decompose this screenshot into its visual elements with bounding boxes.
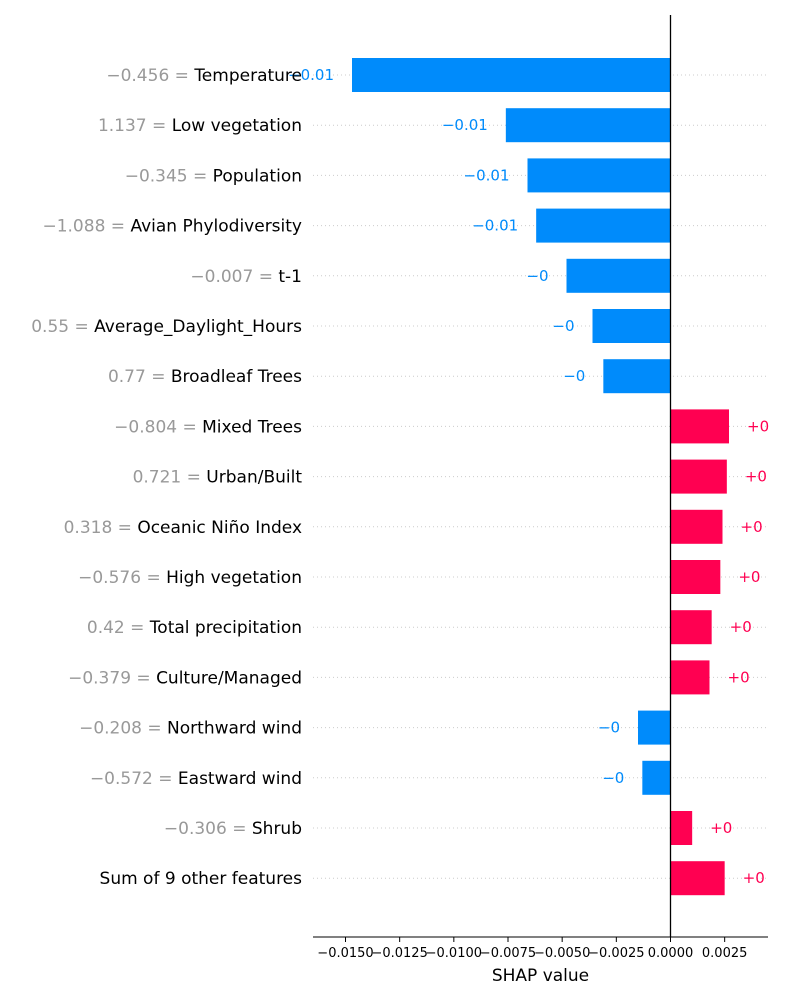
feature-value: −1.088 =: [42, 217, 130, 237]
feature-name: Eastward wind: [178, 769, 302, 789]
feature-value: −0.572 =: [90, 769, 178, 789]
feature-value: 0.77 =: [108, 367, 171, 387]
feature-label: −0.208 = Northward wind: [79, 719, 302, 739]
bar-value-label: +0: [743, 869, 765, 887]
bar-value-label: +0: [741, 518, 763, 536]
feature-value: 0.721 =: [133, 468, 207, 488]
feature-name: High vegetation: [166, 568, 302, 588]
bar-value-label: +0: [730, 618, 752, 636]
x-tick-label: −0.0150: [317, 946, 373, 961]
feature-name: Sum of 9 other features: [100, 869, 303, 889]
feature-label: −0.576 = High vegetation: [78, 568, 302, 588]
bars: [352, 58, 729, 896]
bar-value-label: −0.01: [472, 217, 518, 235]
bar-value-label: +0: [710, 819, 732, 837]
shap-bar: [352, 58, 671, 92]
feature-name: Mixed Trees: [202, 417, 302, 437]
feature-name: Average_Daylight_Hours: [94, 317, 302, 337]
feature-label: 0.77 = Broadleaf Trees: [108, 367, 302, 387]
bar-value-label: −0.01: [288, 66, 334, 84]
shap-bar: [592, 309, 671, 343]
feature-name: Oceanic Niño Index: [137, 518, 302, 538]
feature-label: −0.456 = Temperature: [106, 66, 302, 86]
feature-name: t-1: [278, 267, 302, 287]
shap-bar: [670, 660, 710, 695]
feature-value: 0.55 =: [31, 317, 94, 337]
feature-label: −0.007 = t-1: [190, 267, 302, 287]
x-tick-label: −0.0125: [371, 946, 427, 961]
feature-value: −0.306 =: [164, 819, 252, 839]
shap-bar: [670, 861, 725, 896]
bar-value-label: −0: [598, 719, 620, 737]
feature-value: 0.42 =: [87, 618, 150, 638]
feature-name: Temperature: [193, 66, 302, 86]
x-tick-label: −0.0100: [426, 946, 482, 961]
feature-label: −0.306 = Shrub: [164, 819, 302, 839]
feature-label: 0.721 = Urban/Built: [133, 468, 303, 488]
x-tick-label: 0.0025: [702, 946, 748, 961]
shap-bar: [670, 509, 723, 544]
x-axis-label: SHAP value: [492, 966, 589, 986]
feature-label: −0.345 = Population: [125, 166, 302, 186]
feature-label: −0.379 = Culture/Managed: [68, 668, 302, 688]
shap-bar: [670, 610, 712, 645]
feature-label: −1.088 = Avian Phylodiversity: [42, 217, 302, 237]
feature-value: −0.208 =: [79, 719, 167, 739]
feature-value: −0.007 =: [190, 267, 278, 287]
bar-value-label: −0: [526, 267, 548, 285]
feature-name: Culture/Managed: [156, 668, 302, 688]
shap-bar: [642, 760, 671, 795]
feature-value: −0.456 =: [106, 66, 194, 86]
bar-value-label: −0.01: [442, 116, 488, 134]
feature-name: Low vegetation: [172, 116, 302, 136]
shap-bar: [670, 409, 729, 444]
shap-bar: [505, 108, 671, 143]
feature-value: −0.379 =: [68, 668, 156, 688]
feature-value: −0.345 =: [125, 166, 213, 186]
feature-value: 1.137 =: [98, 116, 172, 136]
feature-value: −0.576 =: [78, 568, 166, 588]
x-tick-label: −0.0025: [588, 946, 644, 961]
bar-value-label: +0: [745, 468, 767, 486]
feature-name: Total precipitation: [149, 618, 302, 638]
shap-bar: [670, 560, 721, 594]
feature-label: 0.55 = Average_Daylight_Hours: [31, 317, 302, 337]
feature-name: Broadleaf Trees: [171, 367, 302, 387]
bar-value-label: +0: [747, 417, 769, 435]
bar-value-label: −0: [552, 317, 574, 335]
feature-name: Avian Phylodiversity: [130, 217, 302, 237]
feature-label: 0.318 = Oceanic Niño Index: [64, 518, 302, 538]
bar-value-label: −0: [563, 367, 585, 385]
x-axis: −0.0150−0.0125−0.0100−0.0075−0.0050−0.00…: [313, 15, 768, 986]
feature-label: −0.572 = Eastward wind: [90, 769, 302, 789]
shap-bar: [670, 459, 727, 494]
x-tick-label: −0.0050: [534, 946, 590, 961]
feature-value: 0.318 =: [64, 518, 138, 538]
shap-bar: [638, 710, 671, 745]
feature-label: Sum of 9 other features: [100, 869, 303, 889]
shap-bar: [603, 359, 671, 394]
row-labels: −0.01−0.456 = Temperature−0.011.137 = Lo…: [31, 66, 769, 889]
feature-name: Northward wind: [167, 719, 302, 739]
feature-label: 0.42 = Total precipitation: [87, 618, 302, 638]
shap-bar: [566, 258, 671, 293]
shap-bar: [670, 811, 693, 845]
bar-value-label: +0: [728, 668, 750, 686]
x-tick-label: 0.0000: [648, 946, 694, 961]
x-ticks: −0.0150−0.0125−0.0100−0.0075−0.0050−0.00…: [317, 937, 747, 961]
x-tick-label: −0.0075: [480, 946, 536, 961]
shap-bar: [536, 208, 671, 243]
feature-label: −0.804 = Mixed Trees: [114, 417, 302, 437]
feature-name: Shrub: [252, 819, 302, 839]
feature-name: Population: [213, 166, 302, 186]
feature-value: −0.804 =: [114, 417, 202, 437]
bar-value-label: −0.01: [464, 166, 510, 184]
bar-value-label: +0: [738, 568, 760, 586]
shap-bar: [527, 158, 671, 193]
bar-value-label: −0: [602, 769, 624, 787]
feature-name: Urban/Built: [206, 468, 302, 488]
feature-label: 1.137 = Low vegetation: [98, 116, 302, 136]
